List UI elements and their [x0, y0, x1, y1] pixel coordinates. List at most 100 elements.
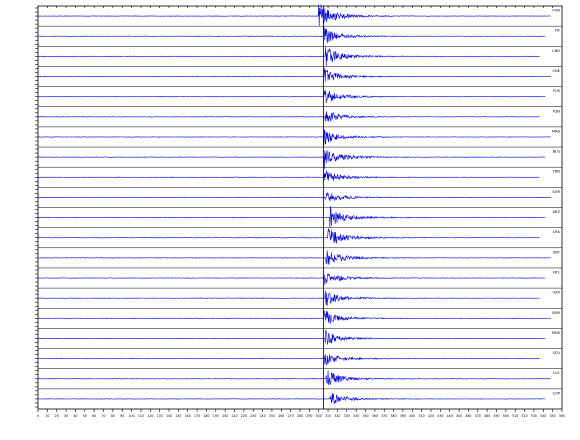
- x-tick-label: 440: [447, 414, 453, 418]
- x-tick-label: 230: [250, 414, 256, 418]
- x-axis: 0 10 20 30 40 50 60 70 80 90 100 110 120 130 140 150 160…: [37, 6, 565, 418]
- trace-pzn: [37, 111, 540, 123]
- station-label: FUS: [553, 89, 561, 93]
- station-label: ARZ: [553, 210, 561, 214]
- x-tick-label: 410: [419, 414, 425, 418]
- station-label: NTL: [553, 270, 560, 274]
- x-tick-label: 550: [550, 414, 556, 418]
- station-label: SOR: [552, 190, 560, 194]
- trace-smr: [37, 310, 551, 325]
- trace-ntl: [37, 273, 546, 285]
- x-tick-label: 330: [344, 414, 350, 418]
- station-label: SNT: [553, 250, 561, 254]
- x-tick-label: 370: [381, 414, 387, 418]
- x-tick-label: 150: [175, 414, 181, 418]
- station-label: TRN: [552, 170, 561, 174]
- trace-fif: [37, 26, 546, 44]
- x-tick-label: 390: [400, 414, 406, 418]
- x-tick-label: 160: [185, 414, 191, 418]
- x-tick-label: 310: [325, 414, 331, 418]
- station-label: SCU: [553, 351, 561, 355]
- x-tick-label: 20: [55, 414, 59, 418]
- station-label: FON: [552, 9, 560, 13]
- x-tick-label: 320: [334, 414, 340, 418]
- x-tick-label: 70: [101, 414, 105, 418]
- trace-mns: [37, 329, 546, 345]
- trace-mrb: [37, 129, 551, 145]
- x-tick-label: 100: [129, 414, 135, 418]
- plot-frame: FON FIF CNH CNE FUS PZN MRB BLG TRN SOR ARZ CRA SNT N…: [35, 5, 563, 410]
- x-tick-label: 520: [522, 414, 528, 418]
- x-tick-label: 360: [372, 414, 378, 418]
- x-tick-label: 220: [241, 414, 247, 418]
- trace-cnh: [37, 46, 540, 67]
- trace-snt: [37, 250, 551, 265]
- x-tick-label: 480: [484, 414, 490, 418]
- x-tick-label: 340: [353, 414, 359, 418]
- x-tick-label: 510: [512, 414, 518, 418]
- x-tick-label: 290: [306, 414, 312, 418]
- station-label: CRA: [553, 230, 561, 234]
- station-label: BLG: [553, 150, 560, 154]
- x-tick-label: 530: [531, 414, 537, 418]
- x-tick-label: 140: [166, 414, 172, 418]
- trace-arz: [37, 206, 546, 228]
- x-tick-label: 380: [391, 414, 397, 418]
- station-label: COP: [552, 391, 560, 395]
- x-tick-label: 80: [111, 414, 115, 418]
- x-tick-label: 420: [428, 414, 434, 418]
- trace-fon: [37, 4, 551, 27]
- x-tick-label: 60: [92, 414, 96, 418]
- x-tick-label: 300: [316, 414, 322, 418]
- x-tick-label: 50: [83, 414, 87, 418]
- x-tick-label: 10: [45, 414, 49, 418]
- x-tick-label: 450: [456, 414, 462, 418]
- x-tick-label: 270: [288, 414, 294, 418]
- station-label: MRB: [552, 129, 561, 133]
- x-tick-label: 130: [157, 414, 163, 418]
- trace-fus: [37, 90, 546, 104]
- station-label: CNH: [552, 49, 560, 53]
- station-label: CNE: [553, 69, 561, 73]
- station-label: LUC: [553, 371, 560, 375]
- trace-blg: [37, 150, 546, 170]
- x-tick-label: 560: [559, 414, 565, 418]
- x-tick-label: 0: [37, 414, 39, 418]
- x-tick-label: 280: [297, 414, 303, 418]
- x-tick-label: 350: [362, 414, 368, 418]
- x-tick-label: 120: [147, 414, 153, 418]
- seismic-traces: [37, 4, 551, 405]
- station-label: VZR: [553, 291, 561, 295]
- x-tick-label: 240: [260, 414, 266, 418]
- x-tick-label: 500: [503, 414, 509, 418]
- station-label: PZN: [553, 109, 561, 113]
- x-tick-label: 460: [465, 414, 471, 418]
- trace-cra: [37, 228, 540, 244]
- x-tick-label: 200: [222, 414, 228, 418]
- trace-scu: [37, 354, 540, 366]
- x-tick-label: 250: [269, 414, 275, 418]
- trace-sor: [37, 191, 551, 202]
- station-label: FIF: [555, 29, 560, 33]
- x-tick-label: 260: [278, 414, 284, 418]
- x-tick-label: 40: [73, 414, 77, 418]
- trace-trn: [37, 170, 540, 181]
- x-tick-label: 470: [475, 414, 481, 418]
- trace-cop: [37, 392, 546, 405]
- x-tick-label: 110: [138, 414, 144, 418]
- x-tick-label: 430: [437, 414, 443, 418]
- x-tick-label: 490: [493, 414, 499, 418]
- station-label: SMR: [552, 311, 560, 315]
- x-tick-label: 170: [194, 414, 200, 418]
- x-tick-label: 190: [213, 414, 219, 418]
- trace-cne: [37, 67, 551, 82]
- x-tick-label: 540: [540, 414, 546, 418]
- x-tick-label: 90: [120, 414, 124, 418]
- x-tick-label: 180: [203, 414, 209, 418]
- x-tick-label: 210: [231, 414, 237, 418]
- x-tick-label: 400: [409, 414, 415, 418]
- trace-luc: [37, 370, 551, 386]
- station-label: MNS: [552, 331, 561, 335]
- trace-vzr: [37, 290, 540, 306]
